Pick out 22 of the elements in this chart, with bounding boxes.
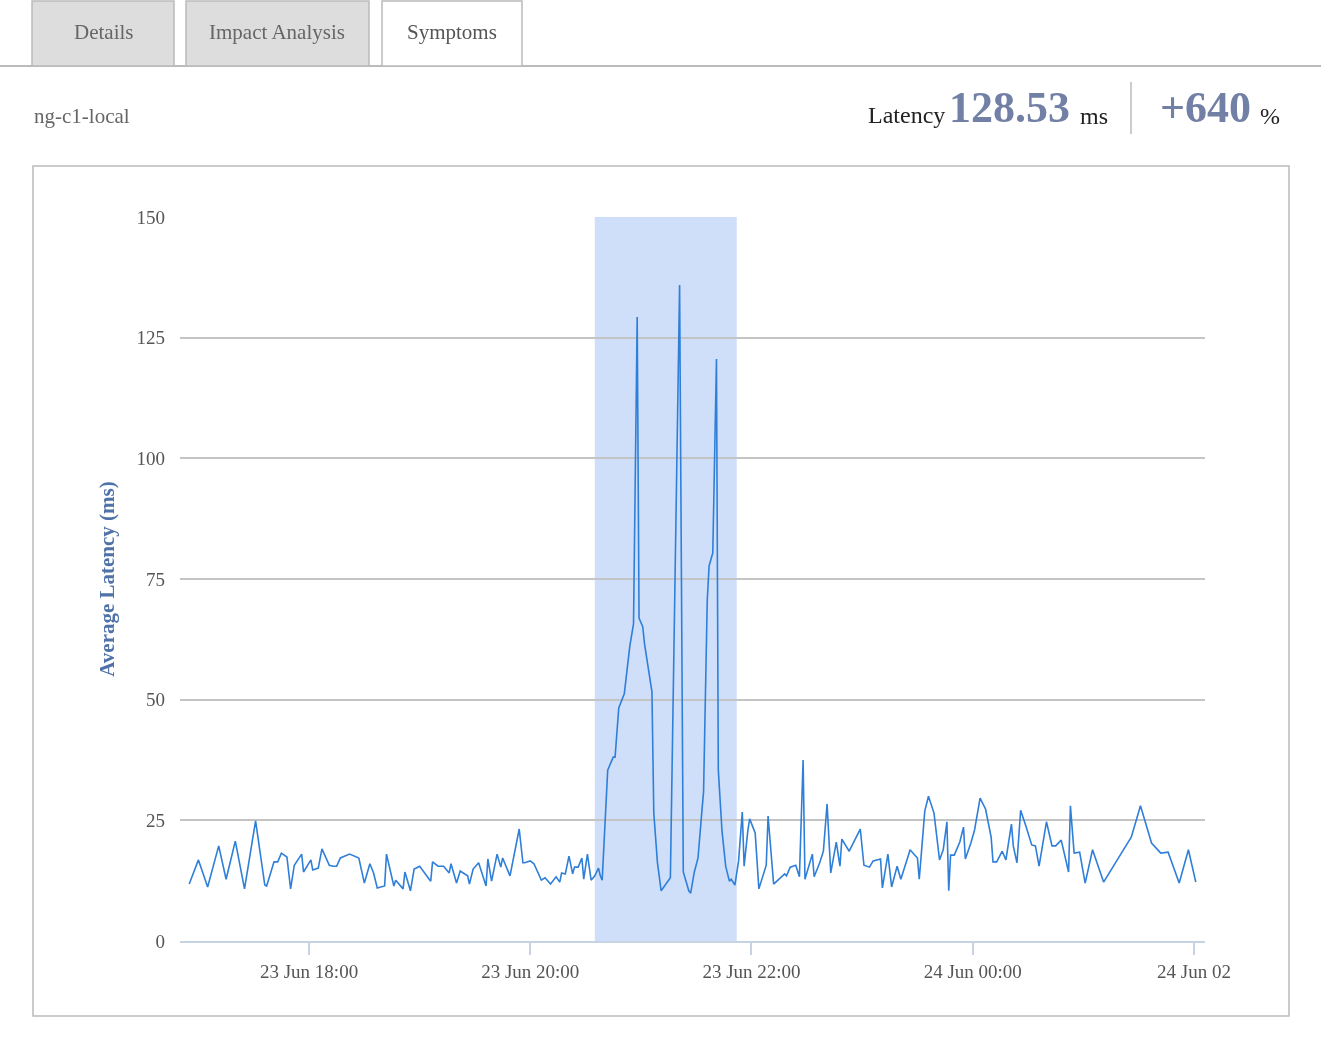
text: Impact Analysis xyxy=(209,20,345,44)
x-tick-label: 23 Jun 22:00 xyxy=(702,960,801,982)
x-tick-label: 23 Jun 20:00 xyxy=(481,960,580,982)
y-tick-label: 25 xyxy=(146,809,165,831)
y-tick-label: 50 xyxy=(146,689,165,711)
x-tick-label: 24 Jun 02 xyxy=(1156,960,1231,982)
y-axis-title: Average Latency (ms) xyxy=(94,481,119,677)
text: +640 xyxy=(1160,83,1252,132)
text: % xyxy=(1260,103,1280,129)
text: Latency xyxy=(868,102,946,128)
text: Details xyxy=(74,20,134,44)
y-tick-label: 0 xyxy=(155,930,165,952)
y-tick-label: 100 xyxy=(136,447,165,469)
text: 128.53 xyxy=(949,83,1070,132)
x-tick-label: 23 Jun 18:00 xyxy=(259,960,359,982)
x-tick-label: 24 Jun 00:00 xyxy=(923,960,1022,982)
text: Symptoms xyxy=(407,20,497,44)
y-tick-label: 75 xyxy=(146,568,165,590)
text: ng-c1-local xyxy=(34,104,130,128)
text: ms xyxy=(1080,103,1109,129)
y-tick-label: 150 xyxy=(136,206,165,228)
y-tick-label: 125 xyxy=(136,327,165,349)
